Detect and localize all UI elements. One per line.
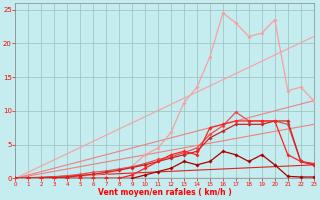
X-axis label: Vent moyen/en rafales ( km/h ): Vent moyen/en rafales ( km/h ) bbox=[98, 188, 231, 197]
